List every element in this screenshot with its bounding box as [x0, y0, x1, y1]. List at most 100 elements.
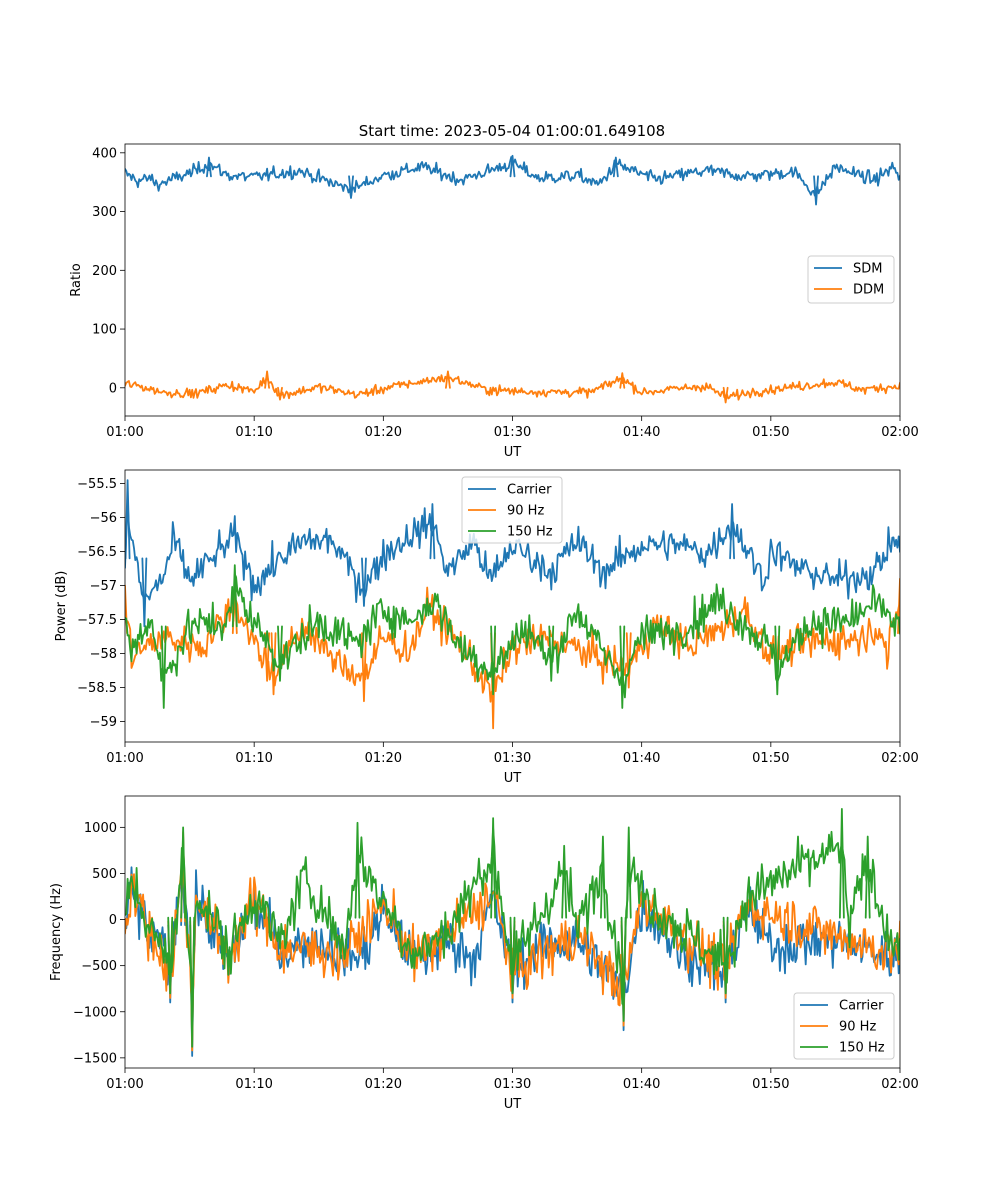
series-line-90-hz [125, 863, 900, 1007]
x-tick-label: 01:10 [235, 1077, 272, 1092]
series-spike [897, 577, 900, 635]
series-spike [625, 826, 632, 919]
series-line-ddm [125, 372, 900, 401]
series-spike [509, 916, 516, 995]
y-tick-label: 0 [109, 381, 117, 396]
x-tick-label: 01:50 [752, 1077, 789, 1092]
series-spike [774, 625, 781, 696]
series-spike [125, 479, 131, 560]
y-tick-label: −58 [90, 647, 117, 662]
series-spike [838, 808, 845, 919]
series-spike [429, 503, 436, 560]
x-tick-label: 01:50 [752, 425, 789, 440]
legend: SDM DDM [807, 255, 895, 304]
legend-label: 150 Hz [507, 525, 553, 540]
series-spike [509, 154, 516, 178]
x-tick-label: 01:40 [623, 425, 660, 440]
x-tick-label: 01:00 [106, 1077, 143, 1092]
series-spike [490, 817, 497, 919]
legend-label: 90 Hz [507, 504, 544, 519]
y-tick-label: 0 [109, 913, 117, 928]
y-tick-label: 300 [92, 205, 117, 220]
ratio-panel: 01:00 01:10 01:20 01:30 01:40 01:50 02:00 UT 0 10… [69, 143, 919, 460]
series-spike [625, 632, 632, 689]
x-tick-label: 01:50 [752, 751, 789, 766]
series-spike [612, 156, 619, 178]
series-spike [729, 503, 735, 560]
y-tick-label: 200 [92, 264, 117, 279]
y-tick-label: −56.5 [77, 545, 117, 560]
series-spike [231, 564, 238, 628]
legend: Carrier 90 Hz 150 Hz [793, 992, 895, 1060]
legend-label: DDM [853, 283, 884, 298]
series-spike [722, 916, 729, 995]
legend-box [793, 992, 895, 1060]
series-spike [600, 835, 606, 919]
axes-frame [124, 143, 901, 417]
x-tick-label: 01:20 [365, 751, 402, 766]
y-tick-label: 100 [92, 323, 117, 338]
series-group [125, 808, 900, 1057]
series-spike [189, 916, 196, 1048]
x-tick-label: 01:40 [623, 751, 660, 766]
x-tick-label: 01:40 [623, 1077, 660, 1092]
series-line-90-hz [125, 586, 900, 703]
x-tick-label: 01:10 [235, 425, 272, 440]
legend-label: Carrier [507, 483, 552, 498]
x-tick-label: 01:00 [106, 425, 143, 440]
series-spike [620, 916, 627, 1022]
series-spike [490, 625, 497, 696]
x-tick-label: 01:20 [365, 1077, 402, 1092]
series-group [125, 479, 900, 730]
y-tick-label: 1000 [84, 821, 117, 836]
x-axis-label: UT [504, 445, 522, 460]
x-axis-label: UT [504, 771, 522, 786]
x-tick-label: 01:30 [494, 751, 531, 766]
series-spike [167, 916, 174, 995]
x-tick-label: 02:00 [881, 425, 918, 440]
y-tick-label: −1000 [73, 1005, 117, 1020]
y-tick-label: −500 [81, 959, 117, 974]
legend: Carrier 90 Hz 150 Hz [461, 476, 563, 544]
series-spike [722, 386, 729, 404]
x-axis-label: UT [504, 1097, 522, 1112]
series-spike [206, 156, 212, 178]
y-axis-label: Ratio [69, 263, 84, 296]
x-tick-label: 01:20 [365, 425, 402, 440]
legend-label: 90 Hz [839, 1020, 876, 1035]
series-spike [561, 844, 568, 919]
y-tick-label: −57 [90, 579, 117, 594]
series-spike [354, 821, 361, 919]
chart-title: Start time: 2023-05-04 01:00:01.649108 [359, 122, 665, 140]
series-spike [619, 625, 626, 709]
y-tick-label: −1500 [73, 1051, 117, 1066]
series-spike [160, 625, 167, 709]
series-spike [180, 826, 187, 919]
series-spike [361, 632, 367, 703]
series-spike [277, 386, 283, 401]
power-panel: 01:00 01:10 01:20 01:30 01:40 01:50 02:00 UT −59… [54, 469, 919, 786]
legend-label: 150 Hz [839, 1041, 885, 1056]
series-spike [264, 370, 270, 389]
y-axis-label: Power (dB) [54, 571, 69, 642]
series-spike [277, 625, 283, 682]
series-spike [348, 175, 354, 198]
series-spike [361, 557, 367, 607]
y-tick-label: −59 [90, 715, 117, 730]
y-tick-label: −55.5 [77, 477, 117, 492]
x-tick-label: 01:10 [235, 751, 272, 766]
series-spike [813, 175, 819, 206]
series-spike [141, 557, 148, 628]
x-tick-label: 02:00 [881, 1077, 918, 1092]
series-group [125, 154, 900, 404]
series-spike [548, 625, 555, 682]
x-tick-label: 01:30 [494, 425, 531, 440]
series-spike [264, 632, 270, 682]
series-spike [445, 370, 451, 389]
y-tick-label: −57.5 [77, 613, 117, 628]
legend-label: Carrier [839, 999, 884, 1014]
y-tick-label: −58.5 [77, 681, 117, 696]
series-spike [619, 372, 626, 389]
x-tick-label: 02:00 [881, 751, 918, 766]
y-tick-label: −56 [90, 511, 117, 526]
